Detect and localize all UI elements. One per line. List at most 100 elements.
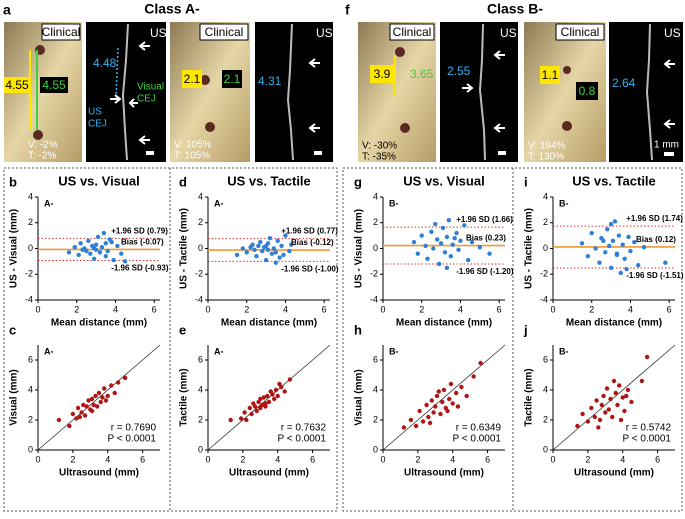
us-image — [440, 22, 518, 162]
point — [616, 233, 622, 238]
point — [240, 246, 246, 251]
point — [287, 248, 292, 254]
point — [99, 245, 105, 250]
measure-line — [115, 47, 119, 99]
y-tick-label: 2 — [543, 414, 548, 424]
point — [589, 230, 594, 236]
x-tick-label: 6 — [655, 454, 660, 464]
point — [287, 377, 293, 382]
point — [105, 248, 110, 254]
point — [252, 247, 257, 252]
stat-annotation: r = 0.6349 — [456, 423, 502, 434]
panel-letter: h — [354, 322, 362, 337]
note: US — [88, 107, 102, 118]
us-echo — [286, 23, 294, 161]
point — [427, 420, 433, 426]
x-tick-label: 4 — [628, 304, 633, 314]
arrows — [110, 41, 150, 145]
panel-title: Class B- — [487, 1, 543, 17]
y-tick-label: 6 — [198, 354, 203, 364]
us-image — [255, 22, 333, 162]
point — [258, 239, 263, 245]
clinical-photo — [358, 22, 436, 162]
point — [452, 236, 457, 241]
point — [466, 257, 471, 263]
point — [72, 245, 77, 250]
y-tick-label: 2 — [28, 414, 33, 424]
point — [266, 399, 272, 405]
y-axis-label: Tactile (mm) — [524, 368, 535, 426]
x-tick-label: 0 — [205, 304, 210, 314]
panel-letter: d — [179, 174, 187, 189]
point — [438, 241, 444, 246]
point — [265, 247, 271, 252]
x-tick-label: 2 — [74, 304, 79, 314]
y-tick-label: 4 — [198, 191, 203, 201]
point — [103, 241, 108, 246]
point — [401, 425, 407, 430]
x-axis-label: Ultrasound (mm) — [59, 468, 139, 479]
tactile-measure: 0.8 — [579, 84, 596, 98]
clinical-photo — [170, 22, 250, 162]
point — [445, 408, 450, 414]
change: V: 194% — [528, 141, 566, 152]
point — [431, 246, 436, 251]
point — [426, 414, 431, 420]
x-tick-label: 6 — [310, 454, 315, 464]
image-heading: US — [316, 26, 333, 40]
x-tick-label: 0 — [205, 454, 210, 464]
point — [275, 393, 280, 399]
panel-frame — [3, 167, 338, 512]
inset-label: B- — [389, 198, 399, 208]
panel-letter: c — [9, 322, 16, 337]
point — [249, 411, 254, 417]
point — [86, 398, 91, 403]
point — [88, 251, 93, 256]
point — [247, 405, 253, 411]
x-tick-label: 2 — [589, 304, 594, 314]
y-tick-label: -4 — [195, 294, 203, 304]
point — [593, 246, 598, 251]
y-tick-label: 0 — [198, 444, 203, 454]
y-axis-label: US - Tactile (mm) — [524, 208, 535, 289]
x-tick-label: 0 — [35, 454, 40, 464]
visual-measure: 1.1 — [542, 68, 559, 82]
point — [260, 248, 265, 254]
marker — [562, 121, 572, 131]
marker — [395, 47, 405, 57]
x-tick-label: 0 — [380, 304, 385, 314]
us-measure: 2.55 — [447, 64, 471, 78]
panel-title: Class A- — [144, 1, 200, 17]
point — [79, 410, 84, 415]
scale-label: 1 mm — [654, 140, 679, 151]
point — [275, 238, 280, 243]
tactile-measure: 2.1 — [224, 72, 241, 86]
point — [641, 245, 647, 250]
inset-label: A- — [44, 198, 54, 208]
reference-label: Bias (-0.12) — [291, 238, 334, 247]
point — [234, 252, 240, 258]
y-tick-label: 0 — [373, 444, 378, 454]
point — [91, 402, 96, 408]
point — [624, 266, 629, 272]
point — [603, 250, 608, 255]
y-tick-label: 4 — [543, 384, 548, 394]
point — [614, 252, 620, 258]
x-tick-label: 6 — [485, 454, 490, 464]
label-box — [4, 77, 30, 93]
point — [263, 243, 269, 249]
image-heading: US — [150, 26, 167, 40]
y-tick-label: 4 — [28, 384, 33, 394]
point — [628, 248, 633, 254]
marker — [200, 75, 210, 85]
point — [450, 242, 455, 247]
image-heading: US — [664, 26, 681, 40]
y-tick-label: -4 — [370, 294, 378, 304]
point — [431, 410, 436, 415]
label-box — [555, 23, 605, 41]
point — [462, 223, 467, 228]
x-tick-label: 2 — [585, 454, 590, 464]
point — [629, 399, 634, 405]
x-tick-label: 2 — [70, 454, 75, 464]
point — [70, 411, 76, 417]
